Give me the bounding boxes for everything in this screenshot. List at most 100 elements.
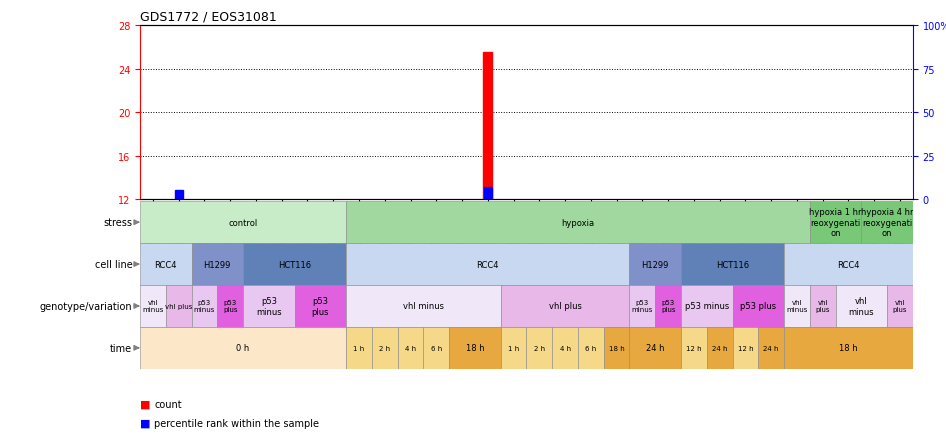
Bar	[707, 327, 732, 369]
Text: 12 h: 12 h	[686, 345, 702, 351]
Bar	[784, 327, 913, 369]
Bar	[191, 286, 218, 327]
Bar	[887, 286, 913, 327]
Text: p53
plus: p53 plus	[311, 296, 329, 316]
Text: 24 h: 24 h	[646, 344, 664, 352]
Bar	[346, 243, 629, 286]
Text: ■: ■	[140, 418, 150, 428]
Bar	[166, 286, 191, 327]
Text: p53 minus: p53 minus	[685, 302, 729, 311]
Bar	[484, 187, 492, 200]
Text: HCT116: HCT116	[716, 260, 749, 269]
Text: control: control	[228, 218, 257, 227]
Bar	[243, 286, 294, 327]
Text: H1299: H1299	[641, 260, 669, 269]
Bar	[483, 53, 492, 200]
Text: vhl
minus: vhl minus	[142, 300, 164, 313]
Text: count: count	[154, 399, 182, 408]
Bar	[629, 327, 681, 369]
Bar	[294, 286, 346, 327]
Bar	[578, 327, 604, 369]
Bar	[346, 286, 500, 327]
Bar	[629, 243, 681, 286]
Bar	[681, 327, 707, 369]
Bar	[810, 202, 862, 243]
Bar	[732, 286, 784, 327]
Bar	[862, 202, 913, 243]
Bar	[140, 243, 191, 286]
Text: hypoxia 4 hr
reoxygenati
on: hypoxia 4 hr reoxygenati on	[861, 208, 914, 237]
Text: cell line: cell line	[95, 260, 132, 270]
Text: RCC4: RCC4	[477, 260, 499, 269]
Text: 1 h: 1 h	[354, 345, 364, 351]
Text: 18 h: 18 h	[839, 344, 858, 352]
Text: 12 h: 12 h	[738, 345, 753, 351]
Bar	[243, 243, 346, 286]
Text: 0 h: 0 h	[236, 344, 250, 352]
Text: percentile rank within the sample: percentile rank within the sample	[154, 418, 319, 428]
Text: time: time	[110, 343, 132, 353]
Text: 24 h: 24 h	[763, 345, 779, 351]
Text: H1299: H1299	[203, 260, 231, 269]
Text: vhl
minus: vhl minus	[849, 296, 874, 316]
Bar	[759, 327, 784, 369]
Text: p53 plus: p53 plus	[741, 302, 777, 311]
Bar	[681, 243, 784, 286]
Text: RCC4: RCC4	[154, 260, 177, 269]
Bar	[140, 286, 166, 327]
Bar	[784, 286, 810, 327]
Text: vhl plus: vhl plus	[549, 302, 582, 311]
Text: genotype/variation: genotype/variation	[40, 301, 132, 311]
Bar	[810, 286, 835, 327]
Bar	[526, 327, 552, 369]
Bar	[656, 286, 681, 327]
Text: 4 h: 4 h	[559, 345, 570, 351]
Text: 24 h: 24 h	[712, 345, 727, 351]
Bar	[346, 327, 372, 369]
Text: vhl minus: vhl minus	[403, 302, 444, 311]
Text: 2 h: 2 h	[534, 345, 545, 351]
Text: p53
minus: p53 minus	[632, 300, 653, 313]
Bar	[835, 286, 887, 327]
Text: 18 h: 18 h	[608, 345, 624, 351]
Text: vhl
plus: vhl plus	[815, 300, 830, 313]
Bar	[629, 286, 656, 327]
Text: p53
plus: p53 plus	[661, 300, 675, 313]
Text: hypoxia 1 hr
reoxygenati
on: hypoxia 1 hr reoxygenati on	[810, 208, 862, 237]
Bar	[449, 327, 500, 369]
Bar	[218, 286, 243, 327]
Text: 4 h: 4 h	[405, 345, 416, 351]
Text: vhl
minus: vhl minus	[786, 300, 808, 313]
Bar	[500, 286, 629, 327]
Text: p53
minus: p53 minus	[256, 296, 282, 316]
Bar	[424, 327, 449, 369]
Text: HCT116: HCT116	[278, 260, 311, 269]
Bar	[372, 327, 397, 369]
Text: vhl
plus: vhl plus	[893, 300, 907, 313]
Bar	[784, 243, 913, 286]
Text: 6 h: 6 h	[586, 345, 597, 351]
Text: vhl plus: vhl plus	[165, 303, 192, 309]
Text: 6 h: 6 h	[430, 345, 442, 351]
Text: 1 h: 1 h	[508, 345, 519, 351]
Bar	[191, 243, 243, 286]
Bar	[140, 327, 346, 369]
Text: ■: ■	[140, 399, 150, 408]
Text: stress: stress	[103, 218, 132, 228]
Bar	[552, 327, 578, 369]
Text: RCC4: RCC4	[837, 260, 860, 269]
Bar	[604, 327, 629, 369]
Bar	[732, 327, 759, 369]
Bar	[397, 327, 424, 369]
Bar	[140, 202, 346, 243]
Text: hypoxia: hypoxia	[561, 218, 594, 227]
Text: 18 h: 18 h	[465, 344, 484, 352]
Bar	[346, 202, 810, 243]
Bar	[681, 286, 732, 327]
Text: p53
minus: p53 minus	[194, 300, 215, 313]
Text: 2 h: 2 h	[379, 345, 391, 351]
Text: p53
plus: p53 plus	[223, 300, 237, 313]
Bar	[500, 327, 526, 369]
Bar	[175, 191, 183, 200]
Text: GDS1772 / EOS31081: GDS1772 / EOS31081	[140, 10, 277, 23]
